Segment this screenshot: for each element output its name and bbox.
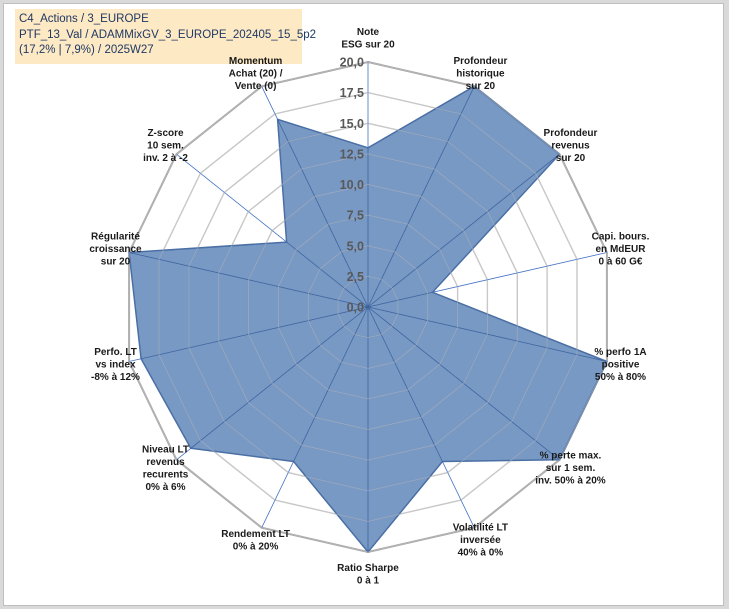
grid-ring-overlay [188, 122, 548, 492]
series-spoke [286, 241, 369, 308]
axis-label: Profondeur revenus sur 20 [544, 128, 598, 164]
radial-tick-label: 10,0 [340, 178, 364, 192]
axis-label: Niveau LT revenus recurents 0% à 6% [142, 445, 189, 494]
radial-tick-label: 15,0 [340, 117, 364, 131]
series-spoke [367, 306, 607, 362]
info-line-portfolio: PTF_13_Val / ADAMMixGV_3_EUROPE_202405_1… [19, 28, 317, 41]
axis-label: Momentum Achat (20) / Vente (0) [229, 56, 283, 92]
axis-label: % perte max. sur 1 sem. inv. 50% à 20% [535, 451, 606, 487]
radial-tick-label: 7,5 [347, 209, 364, 223]
axis-label: Ratio Sharpe 0 à 1 [337, 563, 399, 587]
radial-tick-label: 5,0 [347, 239, 364, 253]
series-spoke [141, 306, 369, 360]
axis-labels: Note ESG sur 20 Profondeur historique sur 20… [89, 27, 649, 587]
grid-ring-overlay [277, 214, 459, 400]
radial-tick-label: 12,5 [340, 147, 364, 161]
info-line-category: C4_Actions / 3_EUROPE [19, 13, 149, 25]
axis-label: Perfo. LT vs index -8% à 12% [91, 347, 140, 383]
series-spoke [129, 252, 369, 308]
series-spoke [367, 306, 443, 462]
portfolio-info-box: C4_Actions / 3_EUROPE PTF_13_Val / ADAMM… [15, 9, 317, 64]
grid-ring-overlay [158, 92, 578, 522]
axis-label: Volatilité LT inversée 40% à 0% [453, 523, 508, 559]
axis-label: Rendement LT 0% à 20% [221, 529, 290, 553]
axis-label: Régularité croissance sur 20 [89, 232, 142, 268]
series-spoke [367, 291, 433, 308]
radial-tick-label: 2,5 [347, 270, 364, 284]
series-spoke [190, 306, 369, 449]
grid-ring-overlay [218, 153, 518, 461]
axis-label: Profondeur historique sur 20 [453, 56, 507, 92]
radar-series [128, 61, 608, 553]
series-spoke [277, 119, 369, 308]
series-spoke [367, 306, 560, 461]
radial-tick-label: 0,0 [347, 301, 364, 315]
grid-ring-overlay [128, 61, 608, 553]
radial-tick-label: 20,0 [340, 56, 364, 70]
grid-ring-overlay [248, 183, 488, 431]
radial-tick-labels: 0,0 2,5 5,0 7,5 10,0 12,5 15,0 17,5 20,0 [340, 56, 364, 315]
axis-label: % perfo 1A positive 50% à 80% [594, 347, 646, 383]
series-spoke [367, 153, 560, 308]
axis-label: Capi. bours. en MdEUR 0 à 60 G€ [592, 232, 650, 268]
series-spoke [367, 86, 475, 308]
grid-ring-overlay [307, 245, 429, 369]
grid-ring-overlay [337, 275, 399, 339]
info-line-stats: (17,2% | 7,9%) / 2025W27 [19, 44, 154, 56]
series-spoke [293, 306, 369, 462]
axis-label: Note ESG sur 20 [341, 27, 395, 51]
axis-label: Z-score 10 sem. inv. 2 à -2 [143, 128, 188, 164]
radial-tick-label: 17,5 [340, 86, 364, 100]
